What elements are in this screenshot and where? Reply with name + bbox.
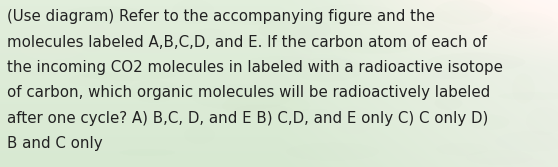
Ellipse shape	[496, 131, 558, 151]
Text: after one cycle? A) B,C, D, and E B) C,D, and E only C) C only D): after one cycle? A) B,C, D, and E B) C,D…	[7, 111, 488, 126]
Ellipse shape	[227, 29, 305, 39]
Text: B and C only: B and C only	[7, 136, 102, 151]
Ellipse shape	[435, 0, 493, 25]
Text: of carbon, which organic molecules will be radioactively labeled: of carbon, which organic molecules will …	[7, 85, 490, 100]
Ellipse shape	[247, 74, 306, 102]
Ellipse shape	[338, 41, 414, 54]
Ellipse shape	[379, 142, 460, 167]
Ellipse shape	[294, 24, 347, 53]
Text: molecules labeled A,B,C,D, and E. If the carbon atom of each of: molecules labeled A,B,C,D, and E. If the…	[7, 35, 487, 50]
Ellipse shape	[69, 73, 133, 87]
Ellipse shape	[526, 108, 558, 135]
Ellipse shape	[259, 16, 331, 43]
Ellipse shape	[117, 12, 172, 39]
Text: the incoming CO2 molecules in labeled with a radioactive isotope: the incoming CO2 molecules in labeled wi…	[7, 60, 503, 75]
Ellipse shape	[20, 37, 83, 60]
Ellipse shape	[415, 67, 474, 92]
Ellipse shape	[184, 126, 215, 144]
Ellipse shape	[499, 92, 558, 100]
Text: (Use diagram) Refer to the accompanying figure and the: (Use diagram) Refer to the accompanying …	[7, 9, 435, 24]
Ellipse shape	[435, 97, 462, 110]
Ellipse shape	[15, 25, 71, 49]
